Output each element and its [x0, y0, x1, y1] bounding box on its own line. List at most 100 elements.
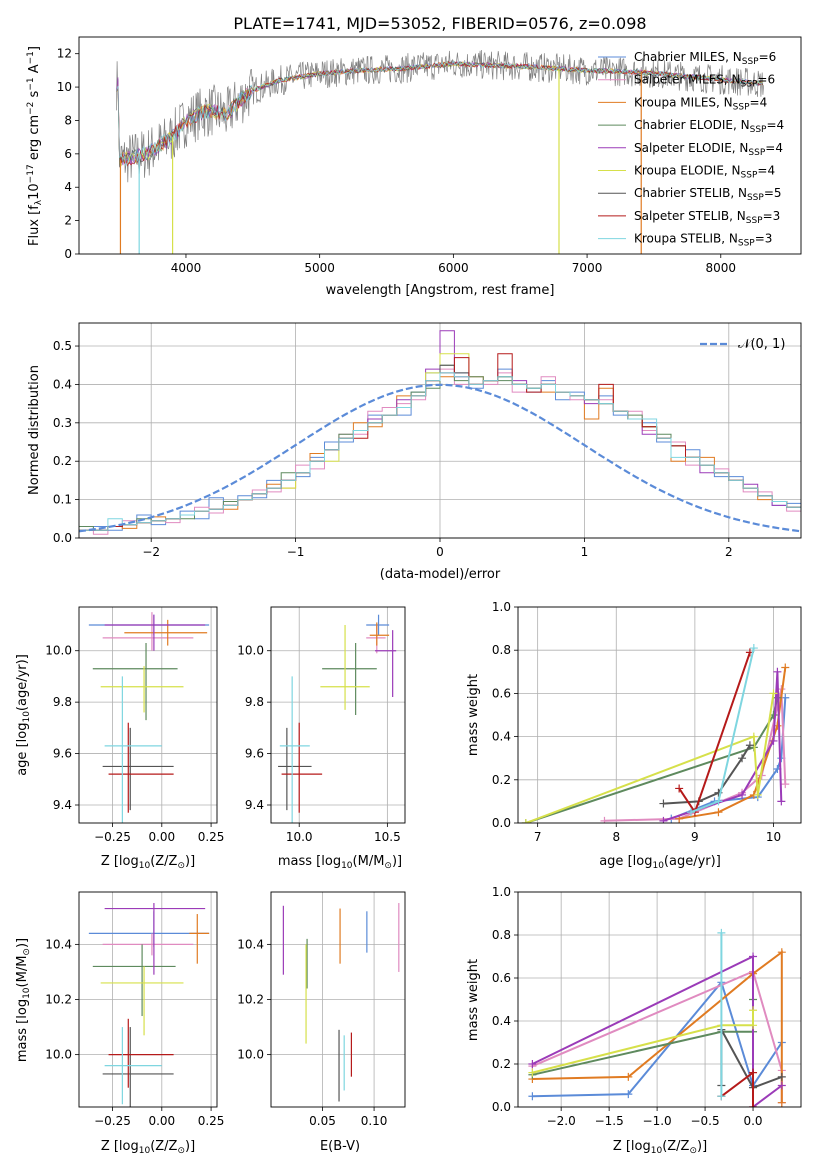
- x-tick-label: 1: [581, 545, 589, 559]
- y-tick-label: 9.6: [245, 747, 264, 761]
- x-tick-label: 0.00: [148, 830, 175, 844]
- weight-point-marker: [777, 948, 786, 957]
- x-tick-label: −2.0: [547, 1114, 576, 1128]
- histogram-step: [79, 368, 801, 531]
- extinction-mass-panel: 0.05 0.10 10.0 10.2 10.4 E(B-V): [237, 891, 406, 1154]
- histogram-step: [79, 364, 801, 531]
- x-tick-label: 6000: [438, 261, 469, 275]
- weight-point-marker: [749, 1006, 758, 1015]
- legend-label: Kroupa MILES, NSSP=4: [634, 95, 767, 112]
- weight-point-marker: [769, 736, 778, 745]
- y-tick-label: 10.0: [45, 644, 72, 658]
- histogram-step: [79, 368, 801, 535]
- y-tick-label: 9.4: [245, 798, 264, 812]
- axes-frame: [517, 891, 802, 1108]
- plot-area: [88, 903, 210, 1107]
- grid: [271, 607, 405, 823]
- weight-point-marker: [749, 1103, 758, 1107]
- weight-series-line: [525, 693, 775, 823]
- y-tick-label: 0.8: [492, 928, 511, 942]
- x-axis-label: wavelength [Angstrom, rest frame]: [326, 283, 555, 298]
- weight-point-marker: [777, 797, 786, 806]
- spectrum-panel: 4000 5000 6000 7000 8000 0 2 4 6 8 10 12 wavelength …: [26, 36, 802, 298]
- weight-point-marker: [659, 816, 668, 823]
- y-tick-label: 10: [57, 80, 72, 94]
- weight-series-line: [670, 697, 787, 820]
- plot-area: [79, 330, 801, 535]
- y-tick-label: 2: [64, 214, 72, 228]
- x-tick-label: 4000: [171, 261, 202, 275]
- y-tick-label: 0.2: [53, 454, 72, 468]
- y-tick-label: 9.8: [53, 695, 72, 709]
- weight-point-marker: [714, 808, 723, 817]
- x-tick-label: 10: [766, 830, 781, 844]
- x-tick-label: −0.25: [94, 830, 131, 844]
- weight-point-marker: [777, 1081, 786, 1090]
- x-tick-label: 0.25: [198, 830, 225, 844]
- weight-point-marker: [528, 1092, 537, 1101]
- weight-series-line: [663, 671, 783, 822]
- legend-label: 𝒩(0, 1): [738, 337, 785, 352]
- x-tick-label: 7: [534, 830, 542, 844]
- y-tick-label: 0.4: [492, 1014, 511, 1028]
- weight-point-marker: [777, 1098, 786, 1107]
- metallicity-mass-panel: −0.25 0.00 0.25 10.0 10.2 10.4 Z [log10(Z/Z⊙)]…: [15, 891, 224, 1156]
- x-tick-label: 9: [691, 830, 699, 844]
- plot-area: [282, 903, 400, 1102]
- y-tick-label: 0.4: [53, 377, 72, 391]
- y-tick-label: 10.0: [237, 644, 264, 658]
- histogram-step: [79, 372, 801, 531]
- x-tick-label: 2: [725, 545, 733, 559]
- axes-frame: [78, 36, 802, 255]
- plot-area: [88, 612, 210, 823]
- legend-label: Kroupa STELIB, NSSP=3: [634, 232, 772, 249]
- histogram-step: [79, 364, 801, 531]
- age-weight-panel: 7 8 9 10 0.0 0.2 0.4 0.6 0.8 1.0 age [log10(age/yr…: [466, 600, 802, 871]
- weight-series-line: [532, 1010, 754, 1074]
- mass-age-panel: 10.0 10.5 9.4 9.6 9.8 10.0 mass [log10(M/M⊙)]: [237, 606, 406, 871]
- y-tick-label: 4: [64, 180, 72, 194]
- legend-label: Kroupa ELODIE, NSSP=4: [634, 164, 775, 181]
- y-tick-label: 0: [64, 247, 72, 261]
- x-axis-label: E(B-V): [320, 1139, 360, 1154]
- x-axis-label: mass [log10(M/M⊙)]: [278, 854, 402, 871]
- y-tick-label: 1.0: [492, 600, 511, 614]
- weight-point-marker: [781, 663, 790, 672]
- x-axis-label: Z [log10(Z/Z⊙)]: [101, 1139, 195, 1156]
- y-tick-label: 0.4: [492, 730, 511, 744]
- x-tick-label: −1.0: [643, 1114, 672, 1128]
- plot-area: [521, 644, 790, 823]
- gaussian-curve: [79, 383, 801, 533]
- axes-frame: [517, 606, 802, 824]
- weight-point-marker: [528, 1060, 537, 1068]
- x-tick-label: −0.5: [690, 1114, 719, 1128]
- y-tick-label: 1.0: [492, 885, 511, 899]
- x-tick-label: 8000: [706, 261, 737, 275]
- histogram-step: [79, 376, 801, 531]
- x-axis-label: (data-model)/error: [380, 567, 501, 582]
- weight-point-marker: [624, 1090, 633, 1099]
- weight-point-marker: [777, 1072, 786, 1081]
- residuals-panel: −2 −1 0 1 2 0.0 0.1 0.2 0.3 0.4 0.5 𝒩(0, 1) (data-mo…: [27, 322, 802, 582]
- weight-point-marker: [738, 790, 747, 799]
- legend-label: Chabrier MILES, NSSP=6: [634, 50, 776, 67]
- x-tick-label: 0.05: [309, 1114, 336, 1128]
- x-tick-label: 0.10: [361, 1114, 388, 1128]
- y-axis-label: Normed distribution: [27, 365, 42, 495]
- y-tick-label: 10.2: [45, 993, 72, 1007]
- weight-series-line: [531, 954, 783, 1107]
- legend: Chabrier MILES, NSSP=6 Salpeter MILES, NS…: [598, 50, 784, 249]
- x-axis-label: age [log10(age/yr)]: [599, 854, 721, 871]
- y-tick-label: 10.0: [45, 1048, 72, 1062]
- y-tick-label: 0.0: [53, 531, 72, 545]
- y-tick-label: 0.3: [53, 416, 72, 430]
- legend-label: Salpeter MILES, NSSP=6: [634, 73, 775, 90]
- model-spectrum-line: [116, 60, 764, 167]
- weight-point-marker: [749, 644, 758, 653]
- y-axis-label: mass weight: [466, 959, 481, 1041]
- legend-label: Salpeter ELODIE, NSSP=4: [634, 141, 783, 158]
- y-tick-label: 9.4: [53, 798, 72, 812]
- weight-point-marker: [773, 667, 782, 676]
- weight-point-marker: [749, 1021, 758, 1030]
